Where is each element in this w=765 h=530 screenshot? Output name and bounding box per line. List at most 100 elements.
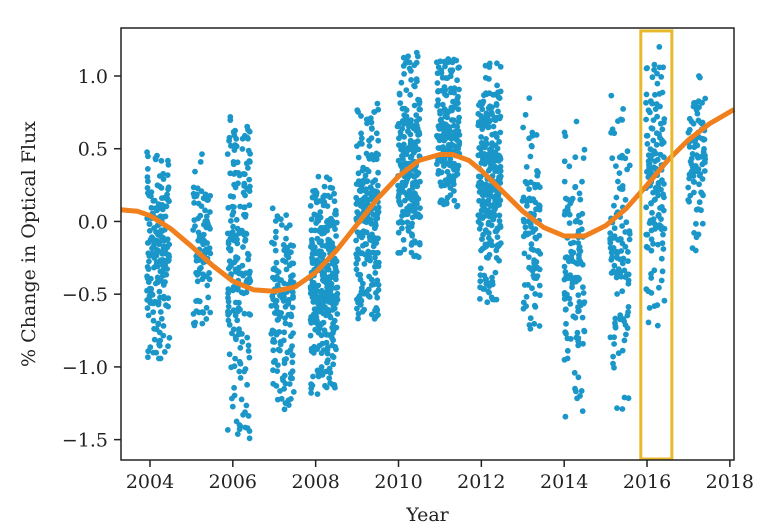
data-point (580, 284, 586, 291)
data-point (398, 146, 404, 153)
data-point (520, 216, 527, 223)
data-point (358, 130, 364, 137)
data-point (454, 166, 461, 173)
plot-frame (120, 27, 735, 461)
data-point (643, 116, 649, 123)
data-point (327, 273, 333, 280)
data-point (354, 296, 360, 303)
data-point (193, 298, 200, 304)
data-point (194, 191, 200, 198)
data-point (197, 159, 204, 165)
data-point (202, 207, 208, 214)
data-point (490, 123, 497, 130)
data-point (484, 121, 491, 128)
data-point (660, 231, 666, 238)
data-point (227, 193, 234, 200)
data-point (232, 299, 239, 306)
data-point (246, 354, 253, 361)
data-point (691, 189, 697, 196)
data-point (489, 104, 495, 111)
data-point (698, 207, 704, 214)
data-point (281, 329, 288, 336)
data-point (246, 428, 253, 434)
data-point (615, 178, 621, 185)
data-point (416, 99, 423, 105)
data-point (200, 231, 207, 238)
data-point (643, 91, 650, 98)
data-point (567, 301, 574, 307)
data-point (619, 117, 626, 123)
data-point (643, 132, 650, 139)
data-point (324, 227, 330, 234)
data-point (651, 267, 658, 274)
data-point (165, 343, 171, 350)
data-point (486, 154, 493, 161)
data-point (235, 308, 241, 315)
data-point (269, 239, 275, 246)
data-point (227, 246, 234, 253)
data-point (289, 352, 296, 358)
data-point (280, 337, 287, 344)
data-point (526, 186, 532, 193)
data-point (648, 275, 655, 281)
data-point (413, 49, 420, 56)
data-point (454, 77, 460, 84)
data-point (359, 289, 366, 296)
data-point (654, 302, 661, 308)
data-point (375, 209, 382, 215)
data-point (199, 151, 205, 158)
data-point (231, 171, 237, 177)
data-point (619, 223, 625, 229)
data-point (455, 93, 461, 100)
data-point (527, 325, 534, 332)
data-point (441, 163, 447, 169)
data-point (400, 237, 407, 243)
data-point (317, 289, 324, 295)
data-point (363, 186, 369, 193)
data-point (165, 295, 172, 302)
data-point (482, 62, 489, 69)
data-point (245, 256, 252, 263)
data-point (572, 154, 579, 161)
data-point (406, 65, 413, 72)
data-point (166, 253, 172, 260)
data-point (358, 297, 365, 304)
data-point (375, 182, 381, 189)
data-point (563, 320, 569, 327)
data-point (686, 171, 693, 178)
data-point (564, 275, 571, 282)
data-point (195, 229, 202, 236)
data-point (324, 306, 330, 313)
data-point (158, 315, 165, 322)
data-point (326, 295, 333, 302)
data-point (485, 254, 491, 261)
data-point (289, 343, 295, 349)
data-point (488, 188, 494, 195)
data-point (283, 266, 290, 273)
data-point (608, 270, 615, 276)
data-point (395, 229, 402, 236)
data-point (232, 127, 239, 134)
data-point (537, 292, 543, 299)
data-point (409, 214, 416, 221)
data-point (308, 236, 315, 243)
data-point (525, 254, 532, 260)
data-point (487, 146, 493, 153)
data-point (242, 424, 249, 431)
data-point (148, 193, 154, 200)
data-point (618, 248, 625, 254)
data-point (520, 124, 526, 131)
data-point (686, 115, 693, 122)
data-point (416, 214, 423, 221)
data-point (444, 75, 451, 81)
data-point (238, 289, 245, 296)
data-point (229, 330, 235, 337)
data-point (611, 334, 617, 341)
data-point (496, 138, 502, 145)
data-point (489, 296, 496, 303)
data-point (660, 64, 666, 71)
data-point (405, 228, 412, 234)
data-point (493, 102, 500, 108)
data-point (433, 59, 440, 66)
data-point (231, 204, 237, 210)
